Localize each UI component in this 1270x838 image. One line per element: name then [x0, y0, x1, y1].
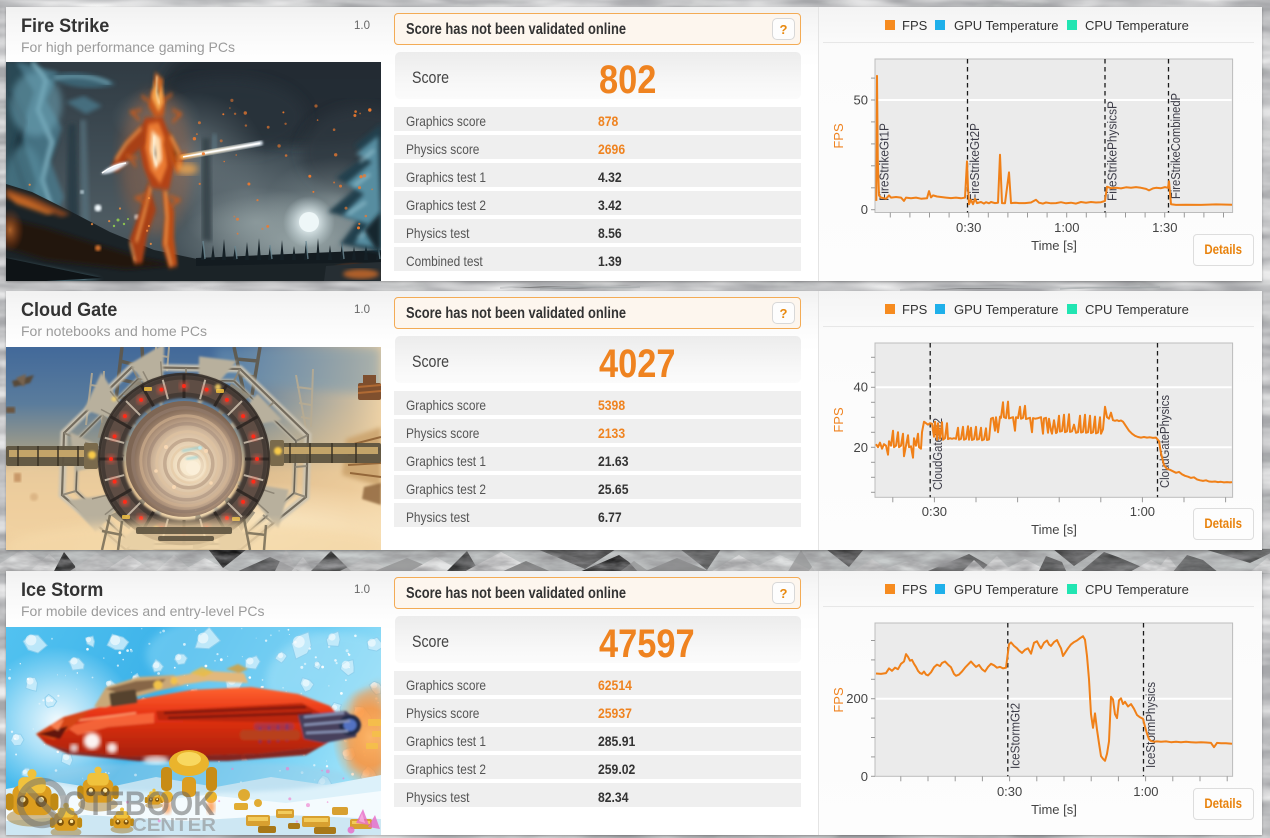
- svg-text:0:30: 0:30: [997, 784, 1022, 799]
- svg-text:Time [s]: Time [s]: [1031, 522, 1077, 537]
- svg-text:Time [s]: Time [s]: [1031, 802, 1077, 817]
- svg-text:0: 0: [861, 202, 868, 217]
- svg-text:1:30: 1:30: [1152, 220, 1177, 235]
- svg-text:FireStrikeGt1P: FireStrikeGt1P: [878, 123, 892, 201]
- svg-text:FPS: FPS: [831, 407, 846, 433]
- svg-text:1:00: 1:00: [1133, 784, 1158, 799]
- svg-text:OTEBOOK: OTEBOOK: [63, 785, 215, 823]
- svg-text:IceStormGt2: IceStormGt2: [1009, 703, 1023, 769]
- svg-text:0:30: 0:30: [956, 220, 981, 235]
- svg-text:40: 40: [854, 380, 868, 395]
- svg-text:CloudGatePhysics: CloudGatePhysics: [1158, 395, 1172, 488]
- svg-text:0:30: 0:30: [922, 504, 947, 519]
- svg-text:1:00: 1:00: [1130, 504, 1155, 519]
- svg-text:20: 20: [854, 440, 868, 455]
- svg-text:FPS: FPS: [831, 687, 846, 713]
- svg-text:1:00: 1:00: [1054, 220, 1079, 235]
- svg-text:CENTER: CENTER: [132, 815, 216, 835]
- svg-text:FireStrikeGt2P: FireStrikeGt2P: [968, 123, 982, 201]
- svg-text:FPS: FPS: [831, 123, 846, 149]
- svg-text:FireStrikeCombinedP: FireStrikeCombinedP: [1169, 93, 1183, 199]
- svg-text:0: 0: [861, 769, 868, 784]
- svg-text:IceStormPhysics: IceStormPhysics: [1144, 682, 1158, 768]
- svg-text:Time [s]: Time [s]: [1031, 238, 1077, 253]
- svg-text:FireStrikePhysicsP: FireStrikePhysicsP: [1106, 101, 1120, 201]
- svg-text:200: 200: [846, 691, 868, 706]
- svg-text:50: 50: [854, 93, 868, 108]
